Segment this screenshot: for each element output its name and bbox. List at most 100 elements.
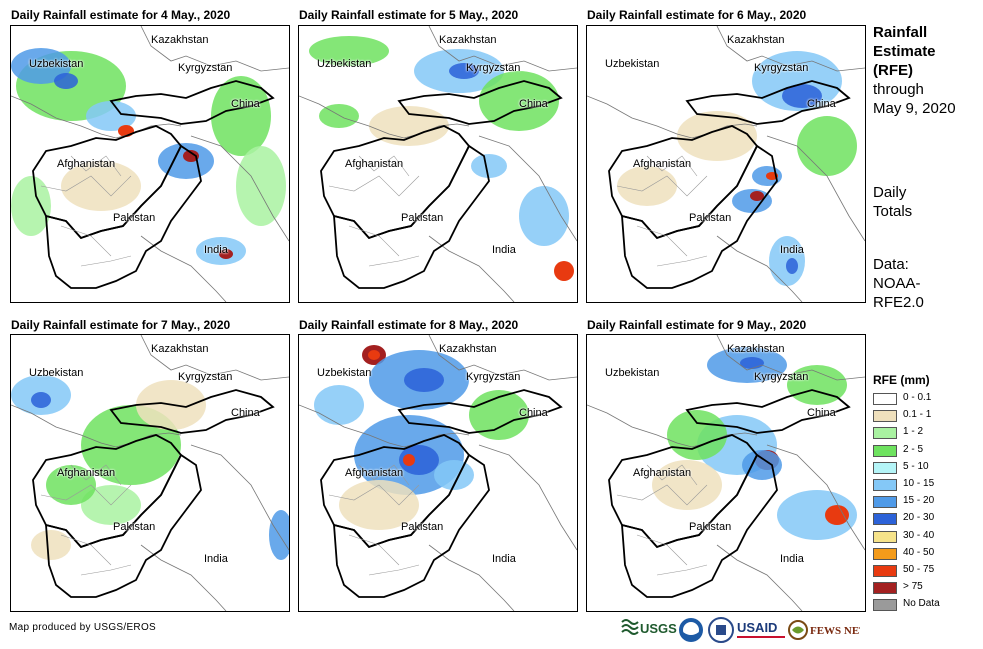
label-india: India: [780, 244, 804, 256]
label-uzbekistan: Uzbekistan: [29, 58, 84, 70]
label-afghanistan: Afghanistan: [345, 158, 404, 170]
label-uzbekistan: Uzbekistan: [317, 58, 372, 70]
sidebar-title-line-1: Rainfall: [873, 24, 928, 41]
rainfall-layer: [299, 26, 577, 302]
label-pakistan: Pakistan: [401, 212, 444, 224]
sidebar-data-source: Data: NOAA- RFE2.0: [873, 255, 924, 312]
label-india: India: [492, 244, 516, 256]
sidebar-title: Rainfall Estimate (RFE) through May 9, 2…: [873, 23, 956, 118]
label-india: India: [780, 553, 804, 565]
sidebar-data-line-3: RFE2.0: [873, 294, 924, 311]
legend-title: RFE (mm): [873, 373, 930, 387]
panel-title-1: Daily Rainfall estimate for 4 May., 2020: [11, 8, 231, 22]
label-india: India: [204, 244, 228, 256]
noaa-logo: [679, 618, 703, 642]
legend-label: 40 - 50: [903, 546, 935, 558]
legend-label: 5 - 10: [903, 460, 929, 472]
map-credit: Map produced by USGS/EROS: [9, 622, 157, 633]
country-borders: [11, 26, 289, 302]
rainfall-layer: [11, 26, 289, 302]
panel-title-6: Daily Rainfall estimate for 9 May., 2020: [587, 318, 807, 332]
label-kazakhstan: Kazakhstan: [151, 343, 209, 355]
legend-label: > 75: [903, 581, 923, 593]
map-panel-6: Kazakhstan Uzbekistan Kyrgyzstan China A…: [586, 334, 866, 612]
label-pakistan: Pakistan: [689, 212, 732, 224]
label-china: China: [519, 407, 548, 419]
label-kazakhstan: Kazakhstan: [727, 343, 785, 355]
country-borders: [587, 335, 865, 611]
legend-label: No Data: [903, 598, 940, 610]
legend-swatch: [873, 393, 897, 405]
svg-text:USAID: USAID: [737, 620, 777, 635]
map-panel-3: Kazakhstan Uzbekistan Kyrgyzstan China A…: [586, 25, 866, 303]
usgs-logo: USGS: [621, 619, 677, 636]
label-uzbekistan: Uzbekistan: [29, 367, 84, 379]
legend-label: 15 - 20: [903, 495, 935, 507]
legend-label: 50 - 75: [903, 564, 935, 575]
label-pakistan: Pakistan: [401, 521, 444, 533]
panel-title-4: Daily Rainfall estimate for 7 May., 2020: [11, 318, 231, 332]
label-kazakhstan: Kazakhstan: [439, 34, 497, 46]
label-uzbekistan: Uzbekistan: [605, 58, 660, 70]
label-kyrgyzstan: Kyrgyzstan: [466, 62, 521, 74]
legend-label: 10 - 15: [903, 478, 935, 489]
sidebar-title-line-3: (RFE): [873, 62, 913, 79]
state-seal-logo: [708, 617, 734, 643]
legend-label: 1 - 2: [903, 426, 924, 438]
panel-title-2: Daily Rainfall estimate for 5 May., 2020: [299, 8, 519, 22]
legend-swatch: [873, 547, 897, 560]
label-uzbekistan: Uzbekistan: [605, 367, 660, 379]
label-china: China: [519, 98, 548, 110]
legend-label: 2 - 5: [903, 443, 924, 455]
map-panel-4: Kazakhstan Uzbekistan Kyrgyzstan China A…: [10, 334, 290, 612]
label-pakistan: Pakistan: [113, 212, 156, 224]
svg-text:FEWS NET: FEWS NET: [810, 625, 860, 637]
label-uzbekistan: Uzbekistan: [317, 367, 372, 379]
rainfall-layer: [11, 335, 289, 611]
sidebar-totals-line-1: Daily: [873, 184, 907, 201]
legend-swatch: [873, 599, 897, 612]
label-afghanistan: Afghanistan: [345, 467, 404, 479]
panel-title-5: Daily Rainfall estimate for 8 May., 2020: [299, 318, 519, 332]
label-pakistan: Pakistan: [113, 521, 156, 533]
label-china: China: [231, 407, 260, 419]
legend-swatch: [873, 513, 897, 526]
label-kazakhstan: Kazakhstan: [439, 343, 497, 355]
label-india: India: [492, 553, 516, 565]
map-panel-5: Kazakhstan Uzbekistan Kyrgyzstan China A…: [298, 334, 578, 612]
legend-swatch: [873, 427, 897, 440]
label-kyrgyzstan: Kyrgyzstan: [754, 371, 809, 383]
legend-swatch: [873, 565, 897, 577]
legend-label: 0 - 0.1: [903, 392, 932, 403]
sidebar-totals: Daily Totals: [873, 183, 912, 221]
fews-net-logo: FEWS NET: [788, 620, 860, 640]
label-kyrgyzstan: Kyrgyzstan: [178, 371, 233, 383]
legend-swatch: [873, 530, 897, 543]
label-kyrgyzstan: Kyrgyzstan: [466, 371, 521, 383]
legend-swatch: [873, 496, 897, 509]
sidebar-data-line-1: Data:: [873, 256, 909, 273]
label-kyrgyzstan: Kyrgyzstan: [178, 62, 233, 74]
label-afghanistan: Afghanistan: [633, 467, 692, 479]
rainfall-layer: [299, 335, 577, 611]
label-kazakhstan: Kazakhstan: [151, 34, 209, 46]
svg-text:USGS: USGS: [640, 621, 677, 636]
country-borders: [299, 26, 577, 302]
label-china: China: [807, 407, 836, 419]
legend-swatch: [873, 410, 897, 423]
label-kyrgyzstan: Kyrgyzstan: [754, 62, 809, 74]
country-borders: [11, 335, 289, 611]
map-panel-2: Kazakhstan Uzbekistan Kyrgyzstan China A…: [298, 25, 578, 303]
map-panel-1: Kazakhstan Uzbekistan Kyrgyzstan China A…: [10, 25, 290, 303]
legend-label: 20 - 30: [903, 512, 935, 524]
label-kazakhstan: Kazakhstan: [727, 34, 785, 46]
sidebar-title-line-2: Estimate: [873, 43, 936, 60]
label-afghanistan: Afghanistan: [57, 158, 116, 170]
country-borders: [587, 26, 865, 302]
legend-label: 0.1 - 1: [903, 409, 932, 421]
rainfall-layer: [587, 335, 865, 611]
legend-swatch: [873, 582, 897, 595]
usaid-logo: USAID: [737, 620, 785, 638]
sidebar-title-line-5: May 9, 2020: [873, 100, 956, 117]
legend-swatch: [873, 479, 897, 491]
